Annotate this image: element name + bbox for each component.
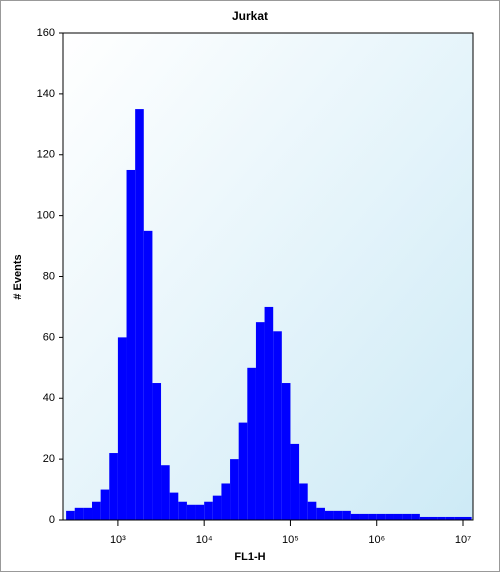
bar (126, 169, 136, 520)
bar (221, 483, 231, 520)
bar (230, 459, 239, 520)
bar (368, 513, 377, 520)
bar (152, 383, 162, 520)
bar (161, 465, 170, 520)
bar (462, 516, 472, 520)
bar (299, 483, 308, 520)
bar (445, 516, 455, 520)
y-tick-label: 20 (43, 453, 55, 465)
bar (178, 501, 187, 520)
bar (342, 510, 351, 520)
y-tick-label: 80 (43, 270, 55, 282)
bar (350, 513, 360, 520)
bar (238, 422, 248, 520)
bar (324, 510, 334, 520)
y-tick-label: 140 (37, 88, 55, 100)
y-tick-label: 0 (49, 514, 55, 526)
bar (376, 513, 386, 520)
bar (212, 495, 222, 520)
bar (186, 504, 196, 520)
bar (290, 443, 300, 520)
bar (247, 367, 256, 520)
x-axis-label: FL1-H (234, 551, 265, 563)
x-tick-label: 10⁴ (196, 534, 213, 546)
y-tick-label: 160 (37, 27, 55, 39)
x-tick-label: 10³ (110, 534, 126, 546)
bar (143, 230, 153, 520)
bar (333, 510, 343, 520)
bar (109, 453, 118, 520)
bar (66, 510, 75, 520)
chart-title: Jurkat (232, 9, 268, 23)
bar (273, 331, 282, 520)
bar (359, 513, 369, 520)
x-tick-label: 10⁷ (455, 534, 471, 546)
y-tick-label: 40 (43, 392, 55, 404)
bar (316, 507, 325, 520)
bar (195, 504, 205, 520)
bar (264, 306, 274, 520)
bar (92, 501, 101, 520)
y-tick-label: 120 (37, 149, 55, 161)
bar (402, 513, 412, 520)
x-tick-label: 10⁵ (282, 534, 299, 546)
plot-border (62, 32, 474, 521)
bar (255, 322, 265, 520)
bar (419, 516, 429, 520)
bar (307, 501, 317, 520)
bar (117, 337, 127, 520)
bar (100, 489, 110, 520)
bar (454, 516, 463, 520)
y-tick-label: 100 (37, 210, 55, 222)
bar (393, 513, 403, 520)
bar (437, 516, 446, 520)
y-axis-label: # Events (12, 254, 24, 299)
bar (135, 109, 144, 520)
y-tick-label: 60 (43, 331, 55, 343)
x-tick-label: 10⁶ (368, 534, 385, 546)
bar (385, 513, 394, 520)
bar (204, 501, 213, 520)
bar (169, 492, 179, 520)
bar (281, 383, 291, 520)
bar (411, 513, 420, 520)
bar (83, 507, 93, 520)
bar (428, 516, 438, 520)
bar (74, 507, 84, 520)
